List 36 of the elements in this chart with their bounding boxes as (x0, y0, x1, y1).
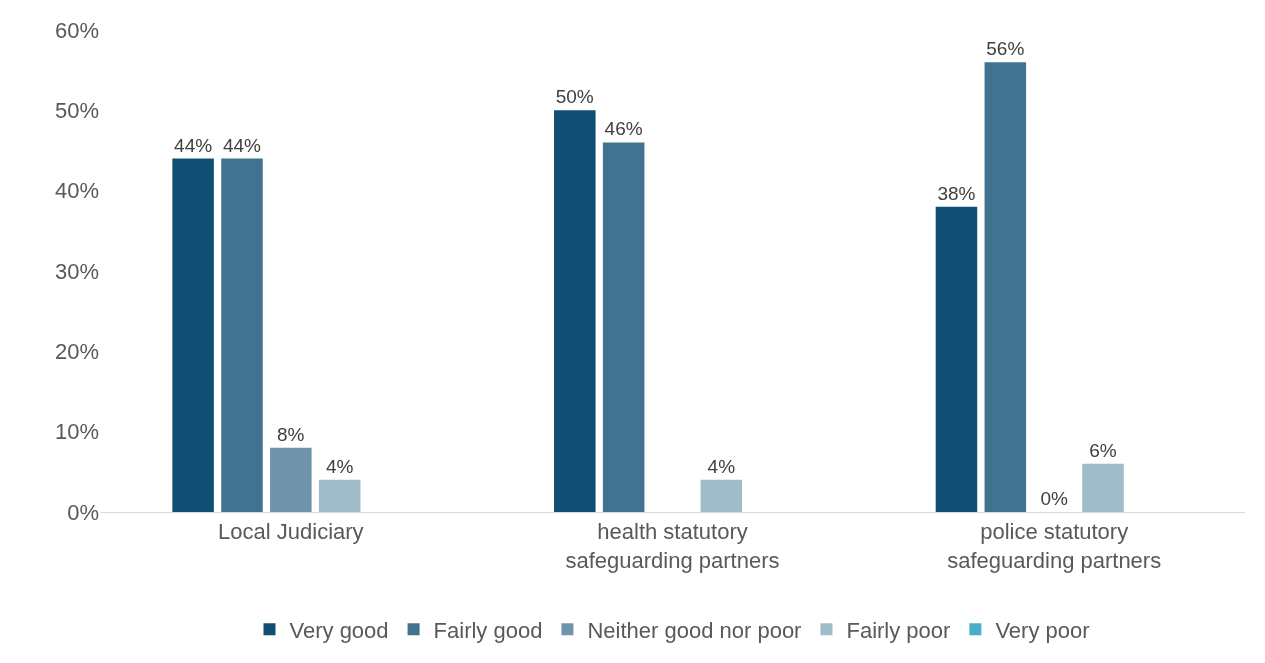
y-tick-label: 20% (54, 339, 99, 365)
bar (984, 62, 1027, 512)
legend-label: Fairly good (433, 617, 543, 643)
data-label: 44% (222, 134, 262, 156)
legend-label: Very good (289, 617, 389, 643)
bar (221, 158, 263, 512)
data-label: 8% (277, 423, 305, 445)
y-tick-label: 50% (54, 98, 99, 124)
y-tick-label: 10% (54, 419, 99, 445)
legend-label: Very poor (995, 617, 1090, 643)
x-tick-label: health statutory safeguarding partners (565, 519, 780, 573)
y-tick-label: 30% (54, 258, 99, 284)
y-tick-label: 60% (54, 17, 99, 43)
bar (554, 110, 596, 512)
legend-label: Neither good nor poor (587, 617, 802, 643)
bar (602, 142, 645, 512)
data-label: 6% (1089, 439, 1117, 461)
y-tick-label: 0% (67, 499, 99, 525)
data-label: 50% (555, 86, 594, 108)
data-label: 46% (604, 118, 643, 140)
bar (1082, 463, 1124, 512)
data-label: 4% (707, 455, 736, 477)
x-tick-label: Local Judiciary (218, 519, 364, 545)
bar (318, 479, 361, 512)
y-tick-label: 40% (54, 178, 99, 204)
legend-label: Fairly poor (846, 617, 951, 643)
data-label: 4% (325, 455, 354, 477)
data-label: 38% (937, 182, 976, 204)
bar (700, 479, 743, 512)
bar (935, 206, 978, 512)
bar (270, 447, 312, 512)
bar (172, 158, 214, 512)
data-label: 56% (986, 38, 1025, 60)
data-label: 44% (174, 134, 213, 156)
x-tick-label: police statutory safeguarding partners (947, 519, 1162, 573)
data-label: 0% (1040, 488, 1068, 509)
